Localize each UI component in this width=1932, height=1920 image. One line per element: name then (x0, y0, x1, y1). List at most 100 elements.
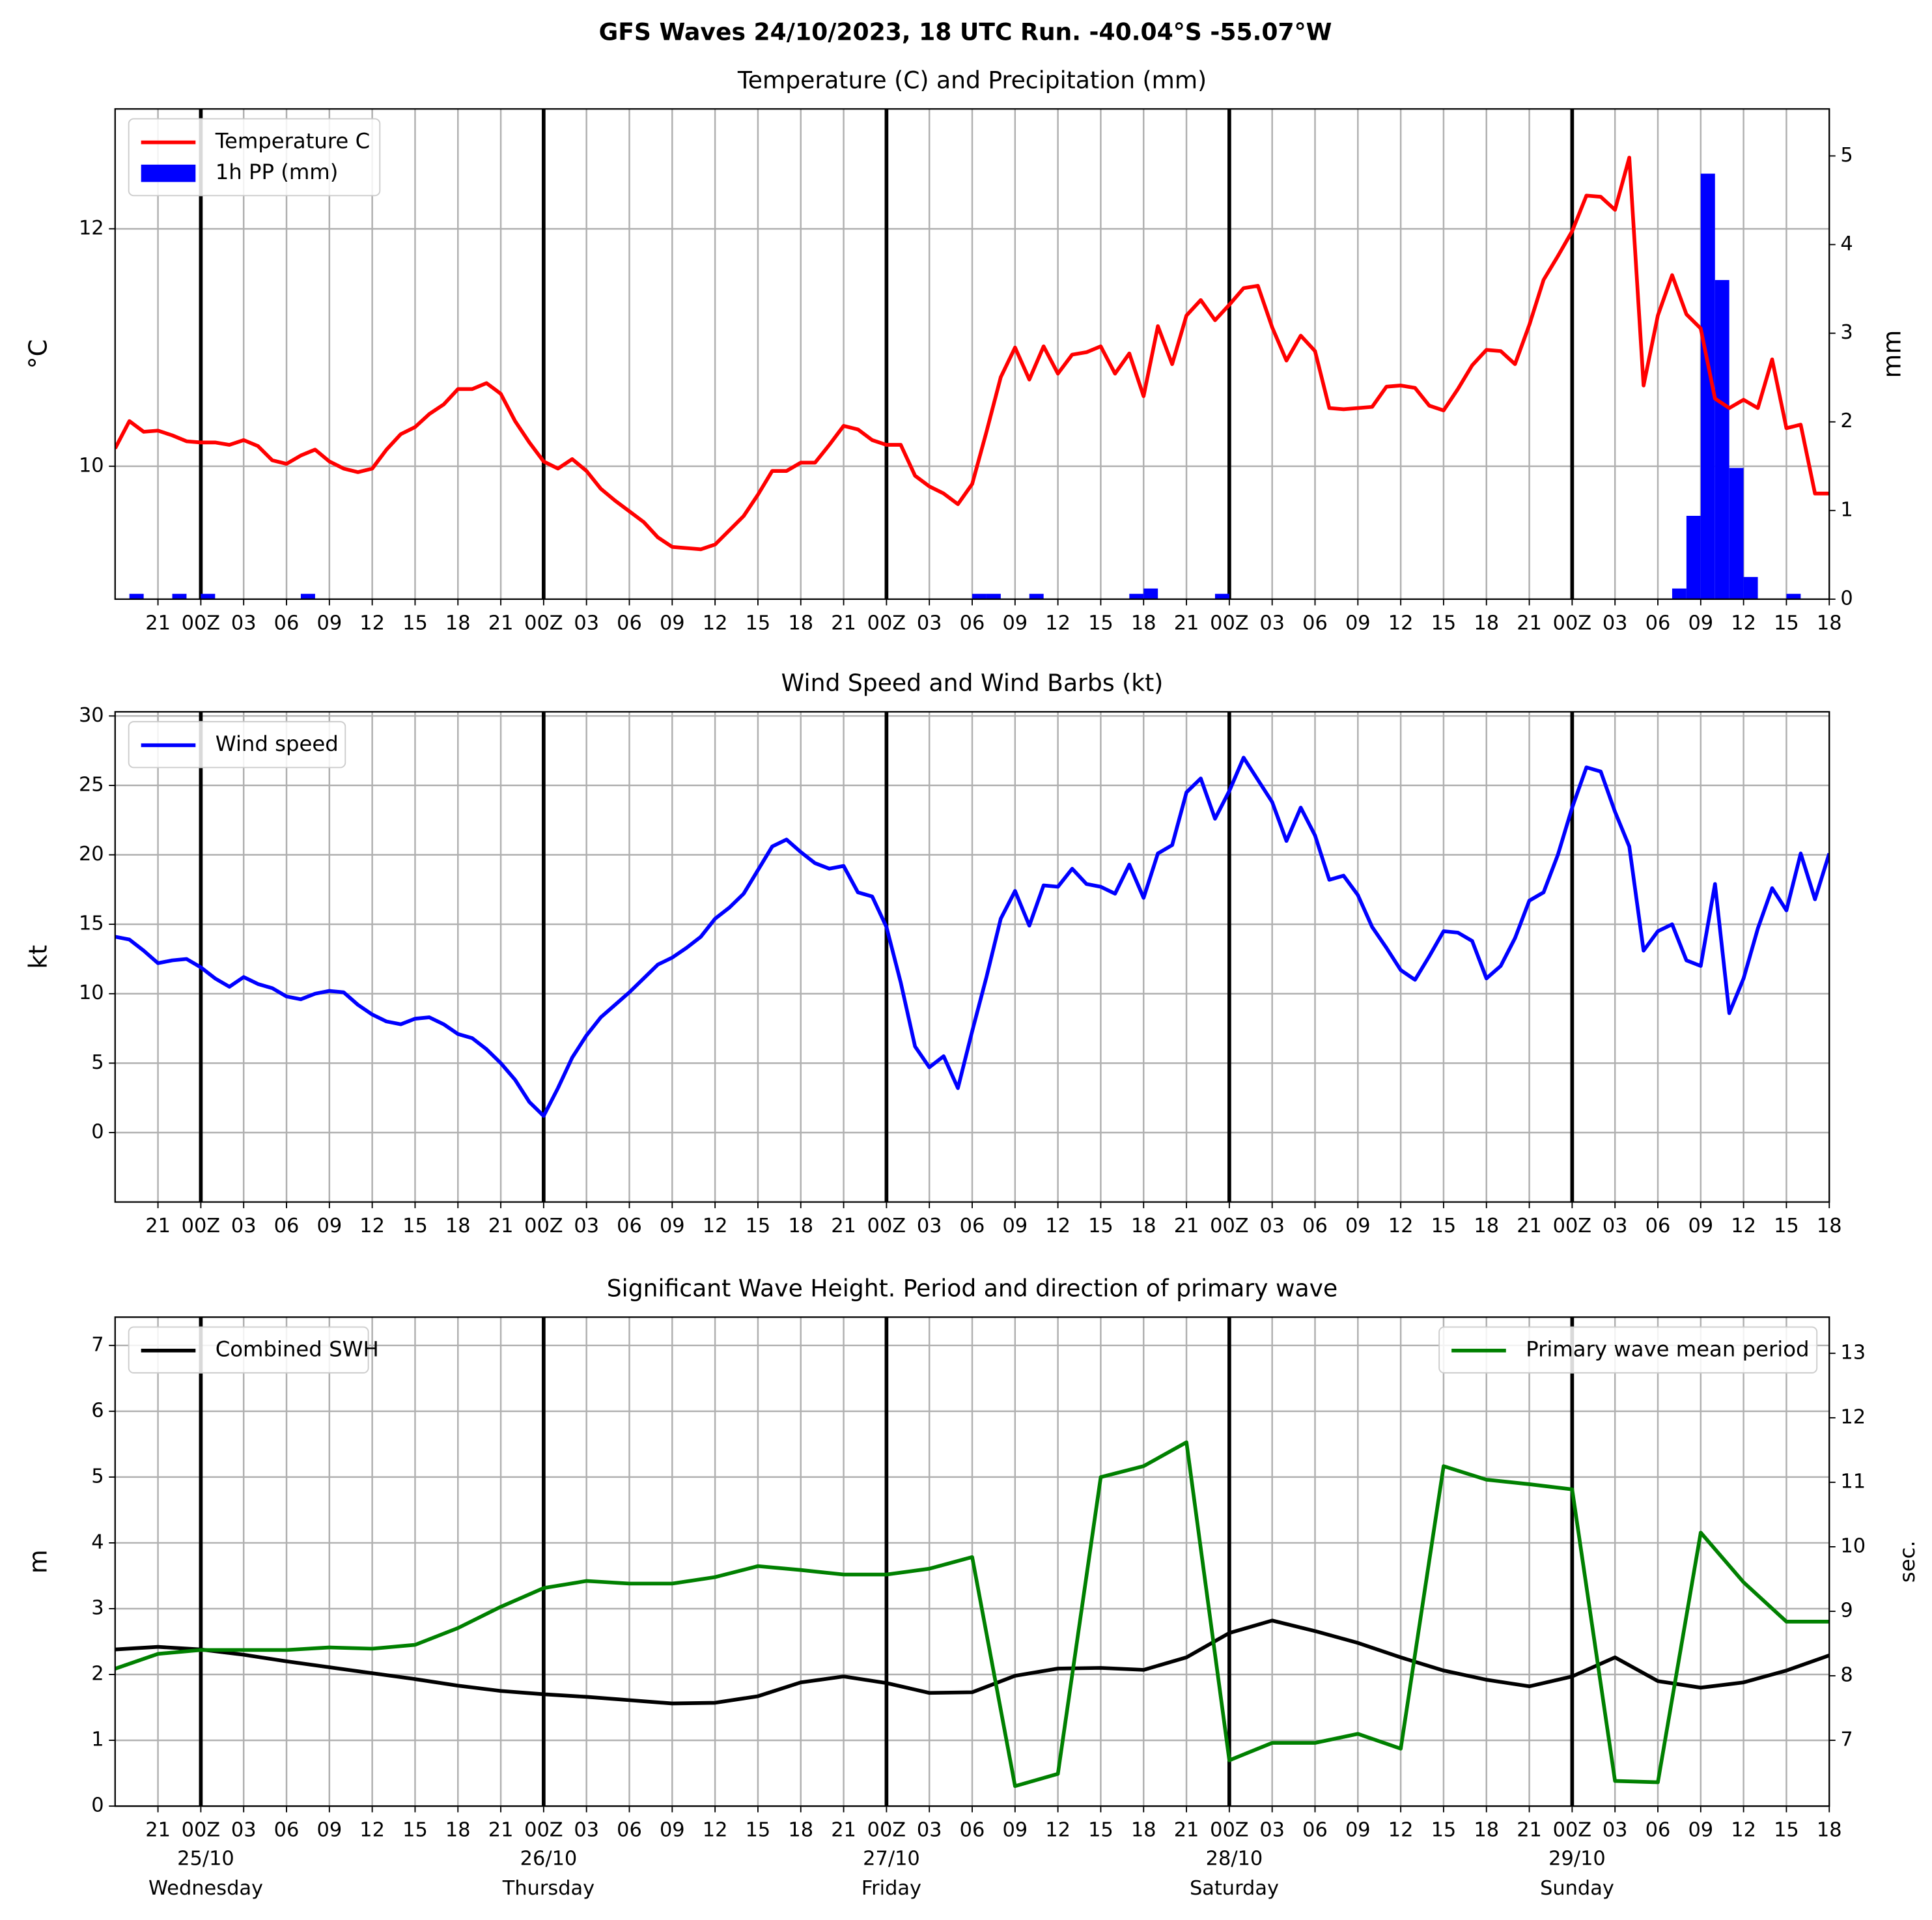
y-tick-label: 15 (79, 912, 104, 935)
x-tick-label: 18 (788, 1819, 813, 1842)
precip-bar (1700, 173, 1715, 599)
chart-title: Significant Wave Height. Period and dire… (607, 1275, 1337, 1303)
x-tick-label: 12 (1045, 612, 1071, 634)
series-line (115, 1618, 1830, 1706)
x-tick-label: 15 (1774, 612, 1799, 634)
date-label: 27/10 (863, 1847, 920, 1870)
y-axis-label: °C (23, 339, 52, 369)
x-tick-label: 18 (445, 612, 471, 634)
x-tick-label: 03 (574, 612, 599, 634)
x-tick-label: 21 (1517, 1215, 1542, 1237)
x-tick-label: 21 (145, 1819, 171, 1842)
y-tick-label: 0 (91, 1794, 104, 1817)
series-line (115, 1440, 1830, 1788)
x-tick-label: 06 (1645, 1215, 1671, 1237)
x-tick-label: 00Z (1553, 1215, 1592, 1237)
x-tick-label: 12 (1388, 1215, 1414, 1237)
y2-tick-label: 3 (1840, 321, 1853, 344)
y2-tick-label: 10 (1840, 1534, 1866, 1557)
y-tick-label: 5 (91, 1051, 104, 1074)
x-tick-label: 21 (145, 1215, 171, 1237)
chart-title: Temperature (C) and Precipitation (mm) (737, 66, 1207, 94)
x-tick-label: 06 (1645, 1819, 1671, 1842)
x-tick-label: 12 (359, 1819, 385, 1842)
precip-bar (129, 593, 144, 599)
x-tick-label: 15 (1088, 612, 1113, 634)
x-tick-label: 12 (1731, 1819, 1756, 1842)
y2-tick-label: 11 (1840, 1470, 1866, 1493)
x-tick-label: 09 (660, 1819, 685, 1842)
x-tick-label: 00Z (867, 612, 906, 634)
x-tick-label: 00Z (1553, 1819, 1592, 1842)
y2-axis-label: mm (1878, 330, 1907, 378)
x-tick-label: 03 (574, 1215, 599, 1237)
x-tick-label: 06 (274, 612, 300, 634)
x-tick-label: 03 (1259, 1215, 1285, 1237)
precip-bar (1729, 468, 1744, 599)
x-tick-label: 09 (1002, 1819, 1028, 1842)
date-label: 26/10 (520, 1847, 578, 1870)
x-tick-label: 06 (274, 1215, 300, 1237)
y-tick-label: 10 (79, 454, 104, 477)
x-tick-label: 21 (831, 612, 856, 634)
x-tick-label: 18 (1474, 1819, 1499, 1842)
y-tick-label: 20 (79, 843, 104, 866)
precip-bar (1672, 588, 1687, 599)
y-tick-label: 7 (91, 1333, 104, 1356)
x-tick-label: 21 (488, 1819, 514, 1842)
legend-label: Combined SWH (216, 1337, 379, 1362)
x-tick-label: 06 (617, 612, 642, 634)
x-tick-label: 09 (1002, 1215, 1028, 1237)
x-tick-label: 15 (1431, 1215, 1457, 1237)
plot-frame (114, 1316, 1830, 1807)
legend-label: 1h PP (mm) (216, 160, 339, 184)
x-tick-label: 09 (1688, 1215, 1713, 1237)
y2-tick-label: 7 (1840, 1729, 1853, 1751)
x-tick-label: 09 (316, 1819, 342, 1842)
x-tick-label: 09 (1688, 612, 1713, 634)
x-tick-label: 00Z (524, 1215, 563, 1237)
x-tick-label: 03 (917, 1819, 942, 1842)
x-tick-label: 00Z (182, 612, 221, 634)
x-tick-label: 15 (1774, 1819, 1799, 1842)
y2-tick-label: 2 (1840, 410, 1853, 432)
precip-bar (300, 593, 315, 599)
plot-frame (114, 711, 1830, 1203)
x-tick-label: 18 (1817, 612, 1842, 634)
y-axis-label: m (23, 1549, 52, 1574)
x-tick-label: 09 (316, 612, 342, 634)
y-tick-label: 1 (91, 1729, 104, 1751)
x-tick-label: 00Z (182, 1215, 221, 1237)
x-tick-label: 06 (960, 1819, 985, 1842)
x-tick-label: 15 (402, 612, 428, 634)
x-tick-label: 12 (1388, 1819, 1414, 1842)
x-tick-label: 03 (1603, 1215, 1628, 1237)
x-tick-label: 09 (316, 1215, 342, 1237)
x-tick-label: 09 (1345, 612, 1371, 634)
x-tick-label: 18 (788, 612, 813, 634)
precip-bar (1743, 576, 1758, 599)
x-tick-label: 06 (960, 1215, 985, 1237)
y-tick-label: 0 (91, 1120, 104, 1143)
x-tick-label: 00Z (867, 1215, 906, 1237)
x-tick-label: 15 (1088, 1215, 1113, 1237)
x-tick-label: 15 (1774, 1215, 1799, 1237)
x-tick-label: 00Z (182, 1819, 221, 1842)
weekday-label: Sunday (1540, 1877, 1614, 1900)
x-tick-label: 12 (1731, 1215, 1756, 1237)
y2-tick-label: 5 (1840, 144, 1853, 167)
x-tick-label: 21 (831, 1215, 856, 1237)
y2-tick-label: 8 (1840, 1664, 1853, 1687)
x-tick-label: 09 (1002, 612, 1028, 634)
x-tick-label: 18 (1474, 1215, 1499, 1237)
precip-bar (1214, 593, 1229, 599)
y-tick-label: 3 (91, 1596, 104, 1619)
x-tick-label: 03 (1603, 612, 1628, 634)
x-tick-label: 12 (1045, 1215, 1071, 1237)
legend-label: Wind speed (216, 731, 339, 756)
y-tick-label: 12 (79, 217, 104, 240)
x-tick-label: 21 (1174, 1819, 1199, 1842)
plot-frame (114, 108, 1830, 600)
